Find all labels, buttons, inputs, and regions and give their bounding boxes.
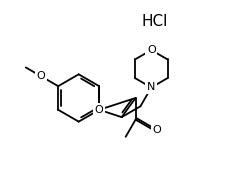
Text: N: N [146,82,155,92]
Text: HCl: HCl [142,14,168,29]
Text: O: O [36,71,45,81]
Text: O: O [146,45,155,55]
Text: O: O [152,124,160,135]
Text: O: O [94,105,103,115]
